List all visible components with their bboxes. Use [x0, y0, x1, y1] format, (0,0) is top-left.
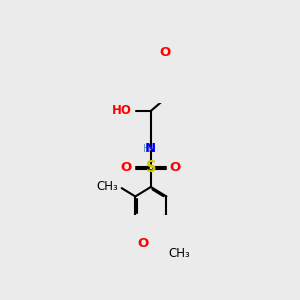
Text: S: S: [146, 160, 156, 175]
Text: O: O: [170, 161, 181, 174]
Text: CH₃: CH₃: [97, 181, 118, 194]
Text: HO: HO: [112, 104, 132, 117]
Text: CH₃: CH₃: [168, 247, 190, 260]
Text: O: O: [121, 161, 132, 174]
Text: N: N: [145, 142, 156, 155]
Text: H: H: [143, 144, 151, 154]
Text: O: O: [138, 238, 149, 250]
Text: O: O: [159, 46, 170, 59]
